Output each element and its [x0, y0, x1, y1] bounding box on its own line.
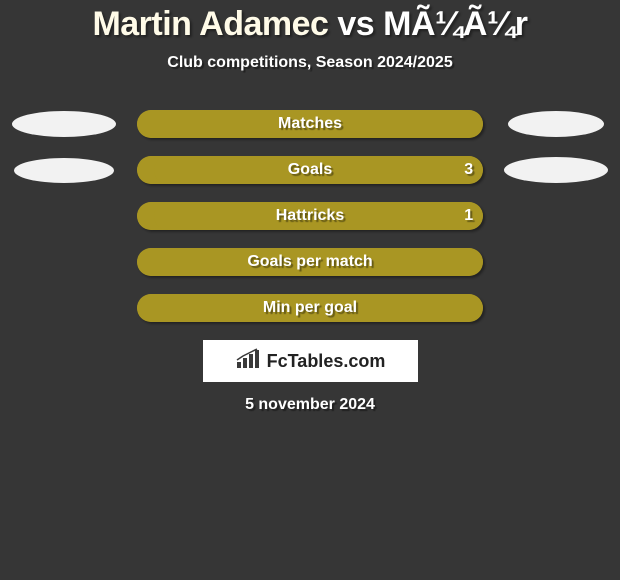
page-title: Martin Adamec vs MÃ¼Ã¼r: [0, 5, 620, 44]
stat-row: Min per goal: [0, 294, 620, 322]
stat-bar: Matches: [137, 110, 483, 138]
ellipse-slot-left: [10, 111, 119, 137]
bar-label: Goals per match: [137, 248, 483, 276]
infographic-container: Martin Adamec vs MÃ¼Ã¼r Club competition…: [0, 0, 620, 414]
bar-label: Min per goal: [137, 294, 483, 322]
logo-text: FcTables.com: [267, 351, 386, 372]
stat-bar: 1Hattricks: [137, 202, 483, 230]
stat-bar: Goals per match: [137, 248, 483, 276]
vs-text: vs: [337, 5, 374, 43]
ellipse-icon: [14, 158, 114, 183]
logo-box: FcTables.com: [203, 340, 418, 382]
subtitle: Club competitions, Season 2024/2025: [0, 54, 620, 72]
stat-row: Goals per match: [0, 248, 620, 276]
stat-bar: 3Goals: [137, 156, 483, 184]
player2-name: MÃ¼Ã¼r: [383, 5, 527, 43]
bar-label: Matches: [137, 110, 483, 138]
stat-row: 3Goals: [0, 156, 620, 184]
stat-bar: Min per goal: [137, 294, 483, 322]
stat-row: 1Hattricks: [0, 202, 620, 230]
chart-icon: [235, 348, 263, 375]
bar-label: Hattricks: [137, 202, 483, 230]
date-text: 5 november 2024: [0, 396, 620, 414]
ellipse-slot-left: [10, 158, 119, 183]
ellipse-slot-right: [501, 157, 610, 183]
ellipse-slot-right: [501, 111, 610, 137]
ellipse-icon: [12, 111, 116, 137]
player1-name: Martin Adamec: [92, 5, 328, 43]
ellipse-icon: [504, 157, 608, 183]
bar-label: Goals: [137, 156, 483, 184]
ellipse-icon: [508, 111, 604, 137]
stat-row: Matches: [0, 110, 620, 138]
rows-container: Matches 3Goals 1Hattricks Goals per match Mi…: [0, 110, 620, 322]
